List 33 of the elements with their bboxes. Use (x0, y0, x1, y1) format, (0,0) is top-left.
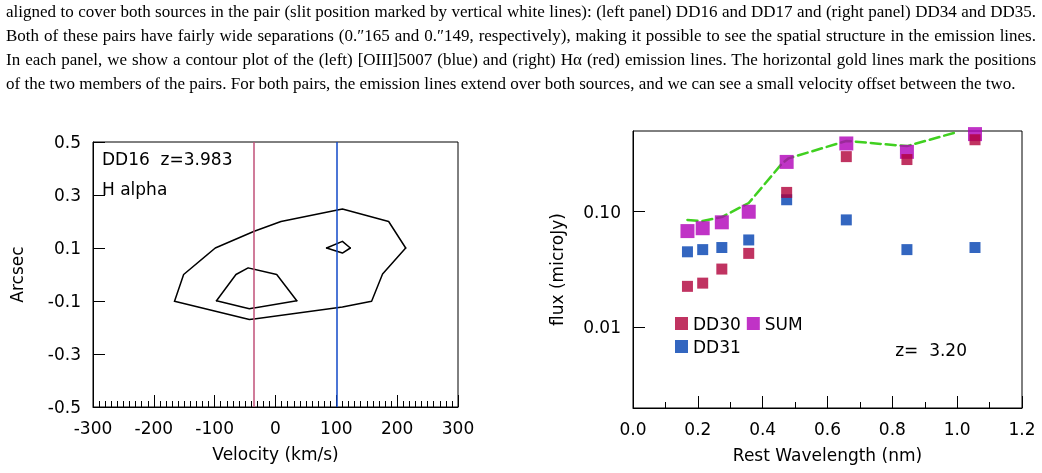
annotation: z= 3.20 (895, 339, 967, 360)
y-tick-label: 0.1 (53, 238, 81, 258)
x-tick-label: 0.4 (749, 418, 777, 439)
x-tick-label: -100 (195, 417, 234, 438)
annotation: H alpha (102, 178, 168, 199)
y-tick-label: -0.1 (47, 291, 81, 311)
legend-label: DD30 (693, 313, 741, 334)
x-tick-label: 300 (441, 417, 475, 438)
x-tick-label: -300 (73, 417, 113, 438)
x-tick-label: 200 (380, 417, 414, 438)
y-tick-label: -0.5 (47, 397, 81, 417)
x-tick-label: 0.2 (684, 418, 712, 439)
y-tick-label: 0.10 (583, 201, 621, 222)
y-axis-title: flux (microJy) (546, 213, 567, 326)
x-axis-title: Rest Wavelength (nm) (732, 444, 923, 465)
x-tick-label: 0 (270, 417, 281, 438)
x-tick-label: 0.8 (878, 418, 906, 439)
y-tick-label: 0.01 (583, 317, 621, 338)
x-tick-label: 0.0 (619, 418, 647, 439)
legend-label: DD31 (693, 336, 741, 357)
y-axis-title: Arcsec (6, 246, 27, 303)
x-tick-label: 0.6 (813, 418, 842, 439)
y-tick-label: 0.5 (53, 132, 81, 152)
x-tick-label: -200 (134, 417, 174, 438)
x-tick-label: 1.2 (1008, 418, 1036, 439)
text: aligned to cover both sources in the pair (slit position marked by vertical white lines): (left panel) DD16 and DD17 and (right panel) DD34 and DD35. Both of these pairs have fairly wide separations (0.″165 and 0.″149, respectively), making it possible to see the spatial structure in the emission lines. In each panel, we show a contour plot of the (left) [OIII]5007 (blue) and (right) Hα (red) emission lines. The horizontal gold lines mark the positions of the two members of the pairs. For both pairs, the emission lines extend over both sources, and we can see a small velocity offset between the two. (6, 1, 1036, 95)
x-tick-label: 100 (320, 417, 353, 438)
y-tick-label: -0.3 (47, 344, 81, 364)
annotation: DD16 z=3.983 (102, 148, 233, 169)
x-tick-label: 1.0 (943, 418, 971, 439)
x-axis-title: Velocity (km/s) (212, 443, 339, 464)
legend-label: SUM (764, 313, 803, 334)
y-tick-label: 0.3 (53, 185, 81, 205)
